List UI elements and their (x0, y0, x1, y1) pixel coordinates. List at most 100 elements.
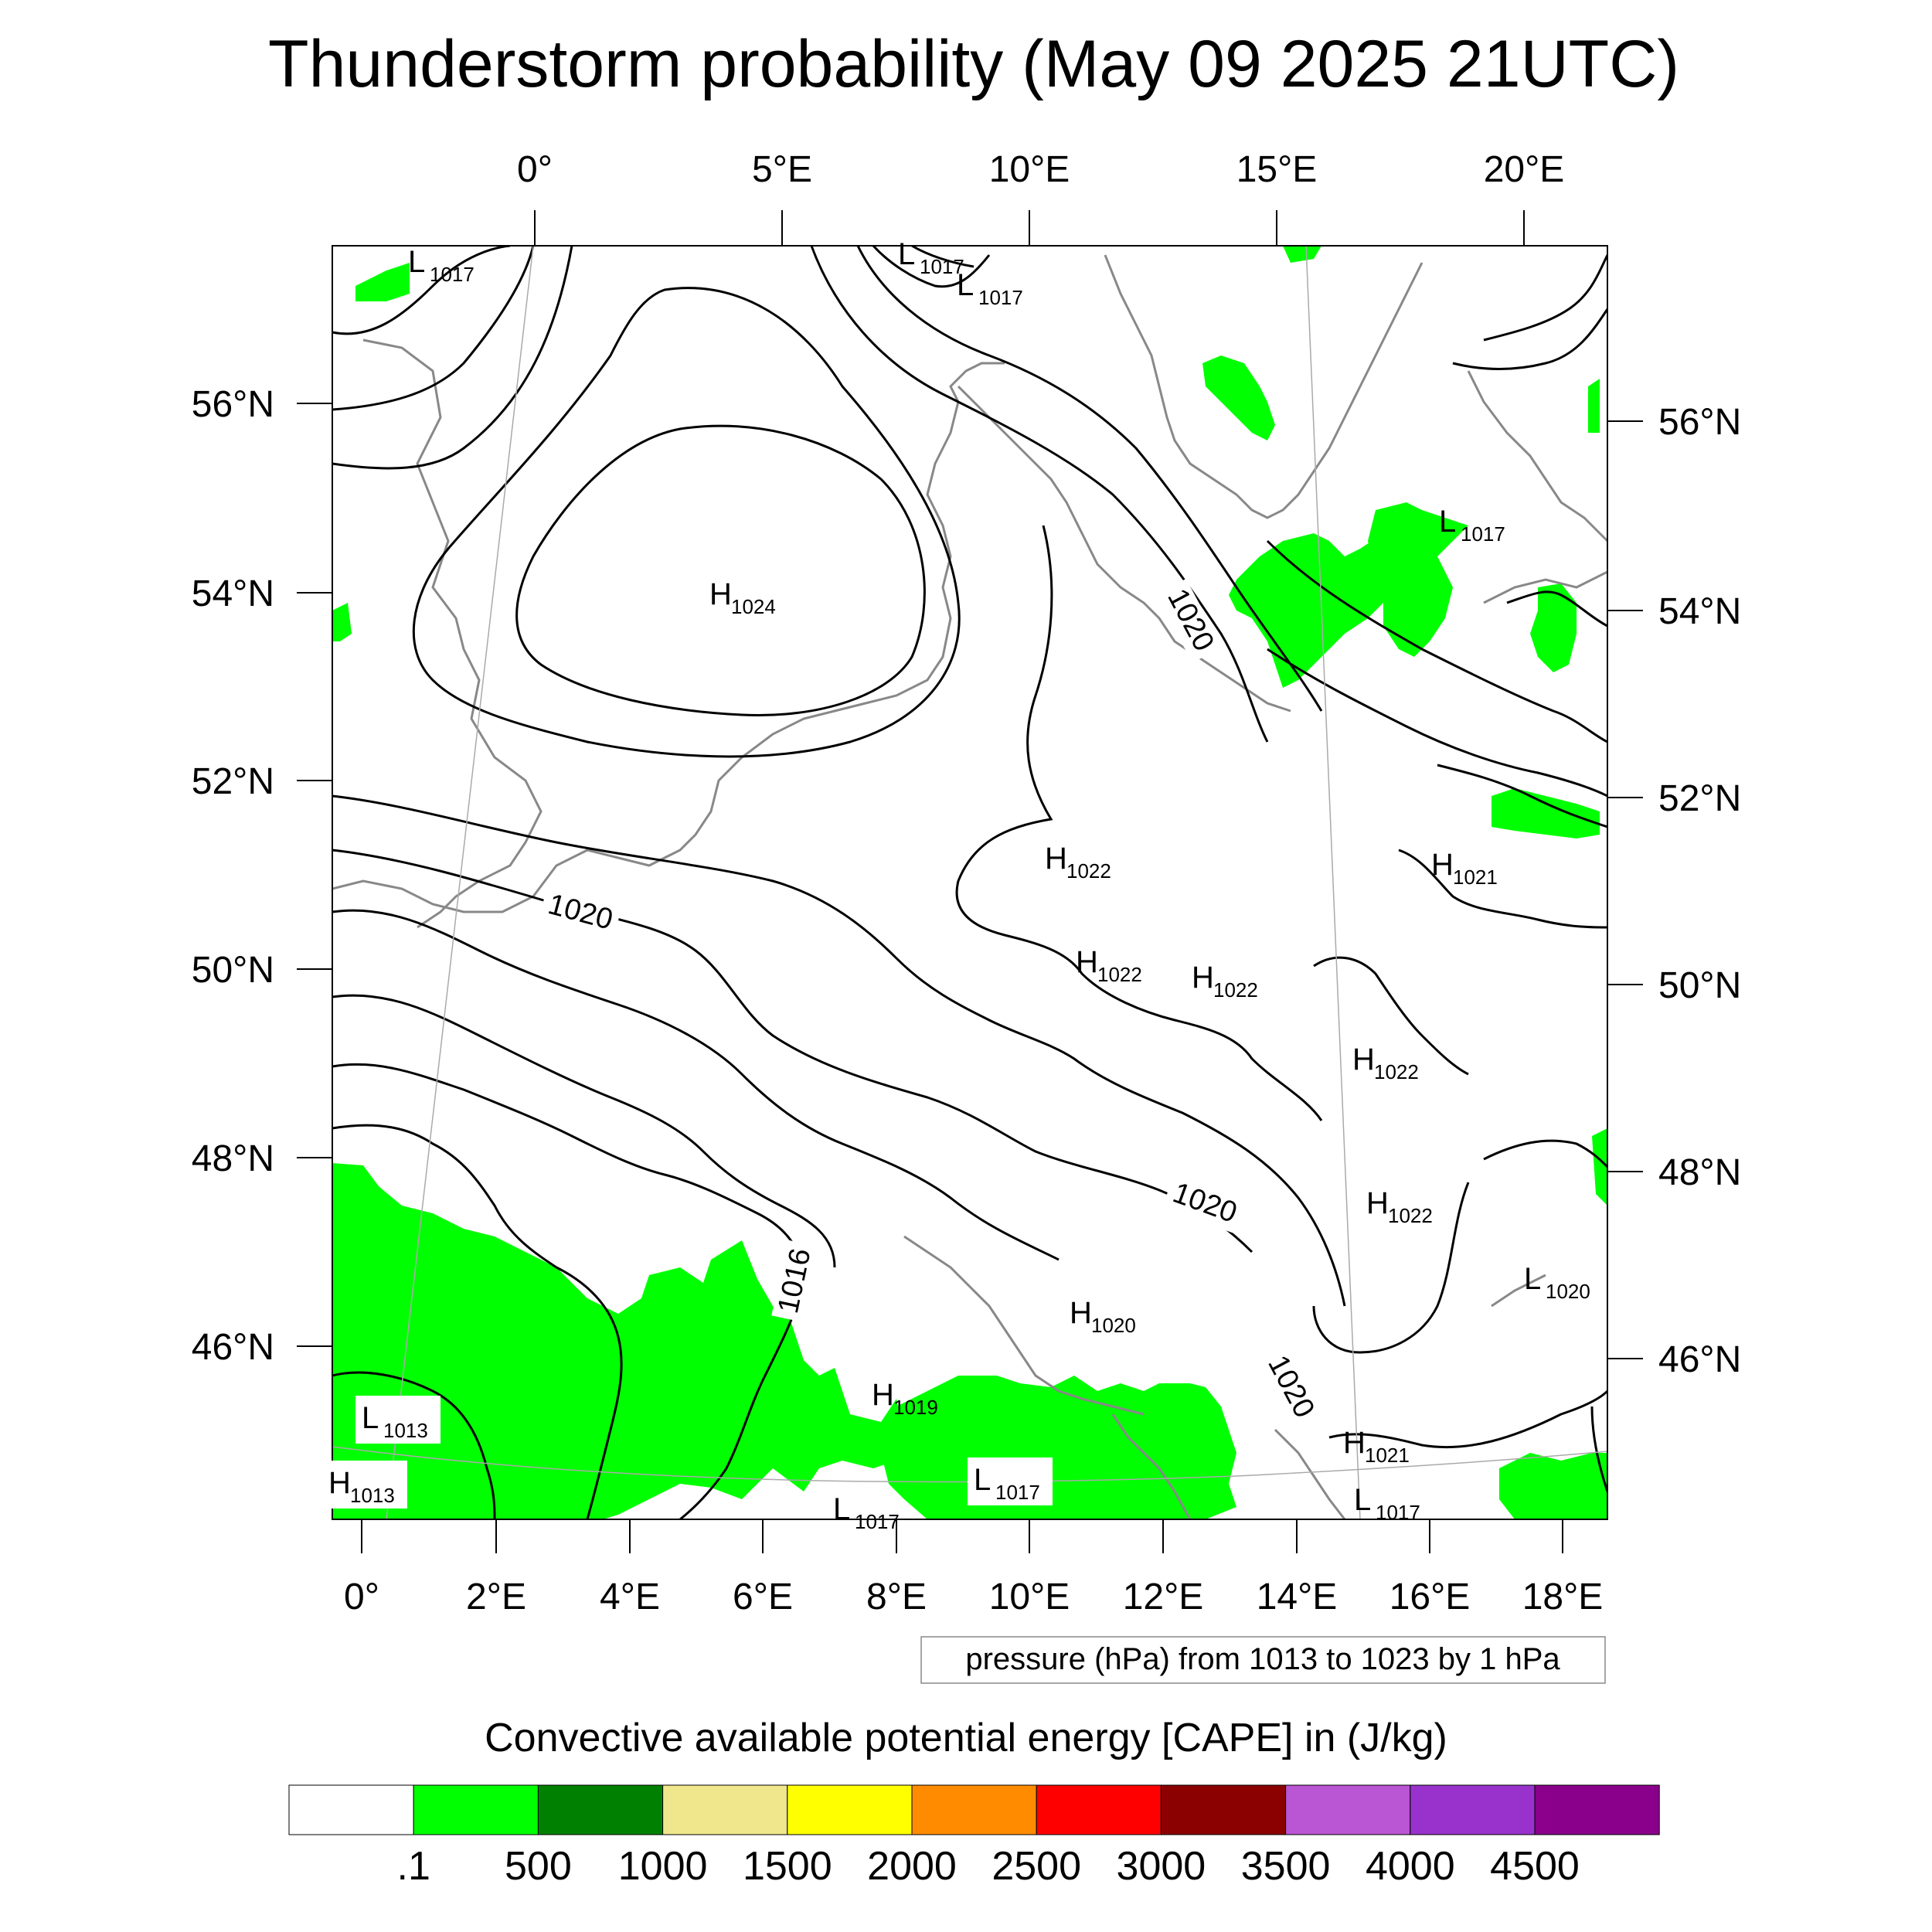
isobar-1017-pair-b (911, 246, 975, 268)
isobar-east-1021 (1398, 849, 1607, 929)
cape-area-poland-east (1368, 502, 1453, 657)
pressure-center-letter: L (362, 1401, 379, 1435)
cape-area-ne-edge (1588, 379, 1600, 433)
pressure-center-letter: H (1045, 842, 1067, 876)
legend-swatch (1160, 1784, 1287, 1835)
pressure-center-label: H 1022 (1192, 961, 1258, 1002)
isobar-high-1023 (412, 287, 961, 758)
left-lat-label: 50°N (192, 950, 274, 991)
isobar-label: 1020 (1162, 1175, 1247, 1234)
isobar-1021-north (332, 246, 535, 411)
pressure-center-value: 1017 (1376, 1501, 1420, 1524)
legend-swatch (537, 1784, 664, 1835)
bottom-longitude-labels: 0° 2°E 4°E 6°E 8°E 10°E 12°E 14°E 16°E 18°E (344, 1577, 1603, 1617)
top-lon-label: 5°E (752, 149, 812, 190)
map-panel (297, 210, 1643, 1553)
pressure-center-value: 1017 (995, 1481, 1040, 1504)
left-lat-label: 52°N (192, 761, 274, 802)
pressure-center-label: H 1021 (1431, 848, 1498, 889)
left-lat-label: 46°N (192, 1327, 274, 1368)
pressure-center-value: 1020 (1091, 1314, 1136, 1337)
cape-area-east-edge (1592, 1128, 1607, 1206)
pressure-center-letter: H (1076, 945, 1098, 979)
pressure-center-value: 1020 (1546, 1280, 1590, 1303)
pressure-center-label: L 1020 (1524, 1262, 1590, 1303)
bottom-lon-label: 4°E (600, 1577, 660, 1617)
graticule-lines (332, 246, 1607, 1519)
figure-title: Thunderstorm probability (May 09 2025 21… (268, 27, 1679, 101)
pressure-center-letter: L (957, 268, 974, 302)
bottom-lon-label: 0° (344, 1577, 379, 1617)
legend-label: 3500 (1241, 1844, 1331, 1889)
pressure-center-letter: H (1431, 848, 1454, 882)
top-lon-label: 15°E (1236, 149, 1318, 190)
pressure-center-value: 1017 (430, 263, 474, 286)
isobar-1016 (332, 1063, 805, 1519)
isobar-high-1024 (515, 424, 926, 717)
legend-swatch (662, 1784, 788, 1835)
pressure-center-label: L 1017 (898, 237, 964, 278)
pressure-center-label: L 1017 (833, 1492, 900, 1533)
legend-swatch (911, 1784, 1037, 1835)
bottom-lon-label: 2°E (466, 1577, 526, 1617)
pressure-center-value: 1017 (855, 1510, 900, 1533)
cape-area-nw-small (355, 263, 410, 301)
legend-label: 3000 (1117, 1844, 1206, 1889)
pressure-center-value: 1017 (1461, 522, 1505, 546)
legend-label: 2500 (992, 1844, 1081, 1889)
pressure-center-label: L 1017 (968, 1458, 1053, 1505)
top-lon-label: 0° (517, 149, 553, 190)
pressure-center-label: H 1022 (1366, 1186, 1433, 1227)
legend-label: 4000 (1366, 1844, 1455, 1889)
pressure-center-label: H 1019 (872, 1378, 938, 1419)
bottom-lon-label: 18°E (1522, 1577, 1604, 1617)
right-lat-label: 50°N (1658, 965, 1741, 1006)
left-lat-label: 54°N (192, 573, 274, 614)
right-lat-label: 54°N (1658, 591, 1741, 632)
isobar-ne-1 (1266, 539, 1607, 743)
cape-area-se-corner (1499, 1453, 1607, 1519)
cape-area-belarus (1492, 788, 1600, 838)
pressure-center-letter: H (872, 1378, 894, 1412)
left-lat-label: 56°N (192, 384, 274, 425)
pressure-center-value: 1022 (1066, 859, 1111, 883)
pressure-center-label: H 1022 (1076, 945, 1142, 986)
pressure-note-text: pressure (hPa) from 1013 to 1023 by 1 hP… (965, 1642, 1560, 1676)
isobar-east-closed (1312, 1182, 1470, 1354)
pressure-center-label: H 1021 (1343, 1426, 1410, 1467)
isobar-1014 (332, 1371, 496, 1519)
pressure-center-letter: H (1352, 1043, 1375, 1077)
pressure-center-value: 1022 (1388, 1204, 1433, 1227)
pressure-center-label: L 1017 (1439, 505, 1505, 546)
pressure-center-letter: L (974, 1463, 991, 1497)
isobar-1020-north (332, 246, 573, 470)
legend-swatch (288, 1784, 414, 1835)
legend-label: 500 (505, 1844, 572, 1889)
isobar-ne-3 (1483, 254, 1607, 342)
right-lat-label: 48°N (1658, 1152, 1741, 1193)
pressure-note-box: pressure (hPa) from 1013 to 1023 by 1 hP… (920, 1636, 1606, 1684)
isobar-1017 (332, 994, 836, 1268)
right-lat-label: 56°N (1658, 402, 1741, 443)
isobar-1018 (332, 909, 1060, 1261)
legend-value-labels: .1 500 1000 1500 2000 2500 3000 3500 4000 4500 (397, 1844, 1580, 1889)
legend-swatch (413, 1784, 539, 1835)
isobar-east-h1022 (1313, 956, 1469, 1076)
bottom-lon-label: 10°E (989, 1577, 1070, 1617)
cape-area-baltic-east (1530, 583, 1577, 672)
isobar-1015 (332, 1124, 623, 1519)
bottom-lon-label: 16°E (1389, 1577, 1471, 1617)
isobar-1022-wide (810, 246, 1269, 743)
top-lon-label: 10°E (989, 149, 1070, 190)
isobar-1020-central (332, 794, 1346, 1307)
cape-area-sweden (1202, 355, 1275, 440)
legend-color-bar (288, 1784, 1660, 1835)
pressure-center-letter: L (898, 237, 915, 271)
axis-ticks (297, 210, 1643, 1553)
legend-label: .1 (397, 1844, 430, 1889)
pressure-center-value: 1017 (920, 255, 964, 278)
isobar-east-ne (1267, 648, 1607, 798)
pressure-center-value: 1021 (1453, 866, 1498, 889)
